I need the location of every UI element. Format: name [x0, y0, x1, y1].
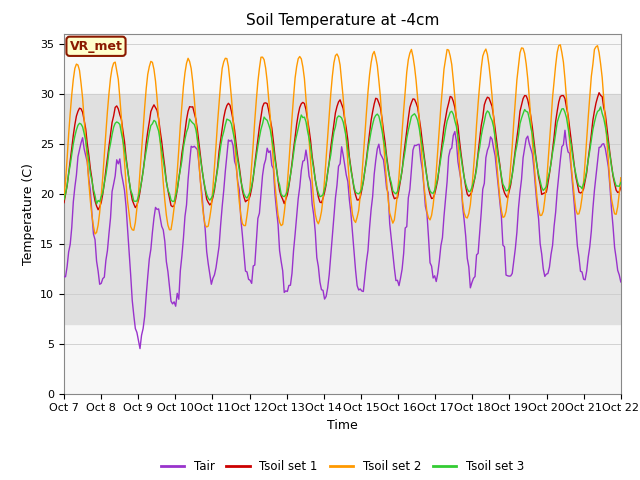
Title: Soil Temperature at -4cm: Soil Temperature at -4cm — [246, 13, 439, 28]
Y-axis label: Temperature (C): Temperature (C) — [22, 163, 35, 264]
Bar — [64, 94, 621, 324]
X-axis label: Time: Time — [327, 419, 358, 432]
Text: VR_met: VR_met — [70, 40, 122, 53]
Legend: Tair, Tsoil set 1, Tsoil set 2, Tsoil set 3: Tair, Tsoil set 1, Tsoil set 2, Tsoil se… — [156, 456, 529, 478]
